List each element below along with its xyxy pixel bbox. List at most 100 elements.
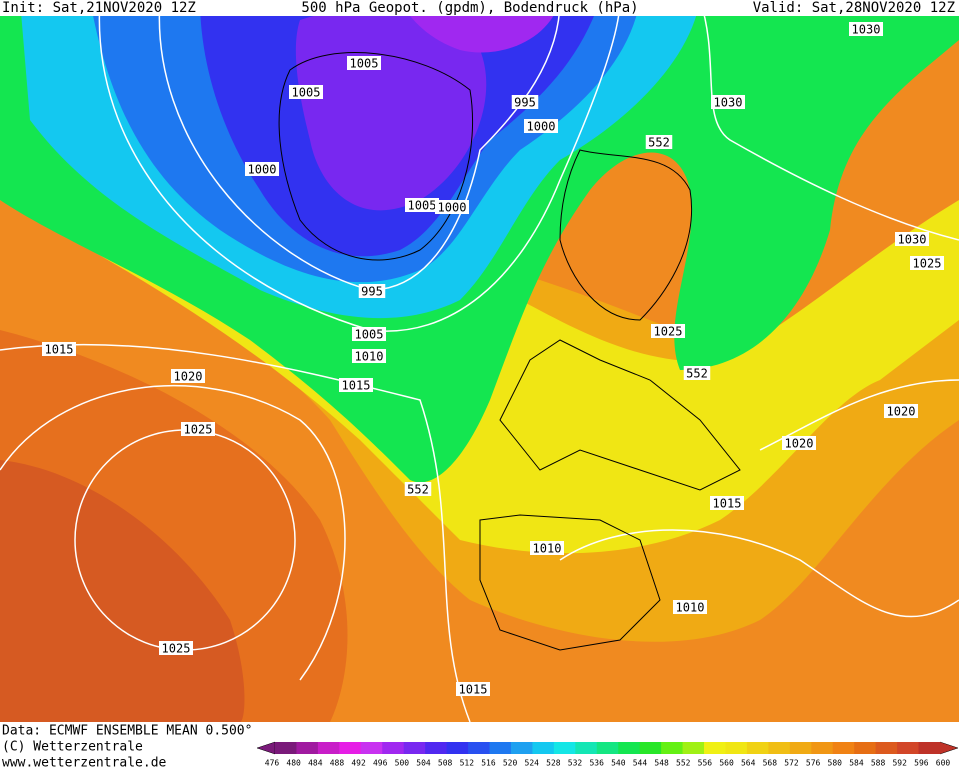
scale-swatch [360,742,383,754]
label-box [651,324,685,338]
label-text: 1015 [342,379,371,393]
coastline [278,52,741,651]
copyright: (C) Wetterzentrale [2,740,143,755]
init-time: Init: Sat,21NOV2020 12Z [2,0,196,16]
isobar-label: 1025 [159,641,193,656]
scale-swatch [575,742,598,754]
isobar-label: 552 [404,482,432,497]
scale-label: 584 [849,759,864,768]
scale-label: 504 [416,759,431,768]
label-text: 1005 [355,328,384,342]
scale-label: 592 [892,759,907,768]
scale-swatch [446,742,469,754]
scale-label: 544 [633,759,648,768]
label-box [511,95,539,109]
scale-swatch [553,742,576,754]
label-text: 552 [648,136,670,150]
label-box [884,404,918,418]
scale-label: 488 [330,759,345,768]
isobar-label: 1020 [884,404,918,419]
label-box [404,482,432,496]
scale-label: 548 [654,759,669,768]
label-text: 1015 [45,343,74,357]
label-box [524,119,558,133]
height-field [0,0,959,722]
isobar-label: 1020 [782,436,816,451]
label-box [456,682,490,696]
scale-swatch [875,742,898,754]
isobar-label: 1025 [651,324,685,339]
scale-label: 520 [503,759,518,768]
label-text: 1025 [654,325,683,339]
label-text: 1020 [174,370,203,384]
label-text: 1025 [162,642,191,656]
scale-swatch [532,742,555,754]
website: www.wetterzentrale.de [2,756,167,770]
scale-label: 500 [395,759,410,768]
scale-swatch [489,742,512,754]
scale-label: 516 [481,759,496,768]
scale-swatch [510,742,533,754]
isobar-label: 1025 [181,422,215,437]
scale-swatch [897,742,920,754]
scale-swatch [854,742,877,754]
label-box [645,135,673,149]
scale-label: 508 [438,759,453,768]
isobar-label: 1005 [352,327,386,342]
isobar-label: 995 [511,95,539,110]
scale-swatch [725,742,748,754]
label-text: 1020 [785,437,814,451]
label-box [245,162,279,176]
scale-label: 588 [871,759,886,768]
label-box [530,541,564,555]
isobar-label: 1000 [245,162,279,177]
scale-swatch [382,742,405,754]
scale-label: 564 [741,759,756,768]
scale-swatch [918,742,941,754]
label-box [710,496,744,510]
label-text: 1000 [527,120,556,134]
isobar-label: 1005 [289,85,323,100]
label-text: 1025 [913,257,942,271]
label-text: 1000 [248,163,277,177]
label-text: 1000 [438,201,467,215]
label-text: 552 [686,367,708,381]
label-box [358,284,386,298]
scale-label: 596 [914,759,929,768]
label-box [181,422,215,436]
scale-swatch [468,742,491,754]
scale-swatch [639,742,662,754]
isobar-label: 1015 [339,378,373,393]
scale-swatch [746,742,769,754]
scale-label: 512 [460,759,475,768]
label-text: 552 [407,483,429,497]
isobar-label: 1015 [456,682,490,697]
scale-label: 492 [351,759,366,768]
scale-label: 496 [373,759,388,768]
isobar-label: 1030 [849,22,883,37]
scale-label: 600 [936,759,951,768]
isobar-label: 1010 [673,600,707,615]
scale-swatch [704,742,726,754]
isobar-label: 1010 [352,349,386,364]
label-text: 1025 [184,423,213,437]
label-text: 1005 [408,199,437,213]
label-box [683,366,711,380]
scale-swatch [275,742,297,754]
label-box [171,369,205,383]
scale-label: 556 [698,759,713,768]
scale-label: 480 [286,759,301,768]
label-box [895,232,929,246]
label-text: 1030 [852,23,881,37]
label-text: 1015 [713,497,742,511]
isobar-label: 1020 [171,369,205,384]
label-text: 1010 [676,601,705,615]
label-box [673,600,707,614]
scale-label: 476 [265,759,280,768]
isobar-label: 1005 [405,198,439,213]
isobar-label: 552 [645,135,673,150]
label-text: 1030 [714,96,743,110]
scale-label: 484 [308,759,323,768]
